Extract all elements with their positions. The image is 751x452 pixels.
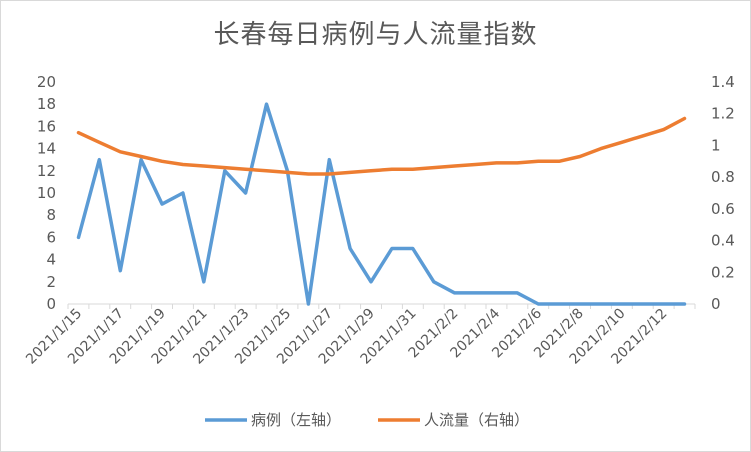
y-left-tick-label: 4	[46, 251, 56, 269]
y-left-tick-label: 8	[46, 206, 56, 224]
y-left-tick-label: 14	[37, 140, 56, 158]
y-right-tick-label: 0.4	[711, 232, 735, 250]
y-right-tick-label: 1.2	[711, 105, 735, 123]
series-line-cases	[76, 102, 687, 306]
y-right-tick-label: 1	[711, 136, 721, 154]
y-right-tick-label: 0	[711, 295, 721, 313]
y-left-tick-label: 18	[37, 95, 56, 113]
series-line-traffic	[76, 116, 687, 176]
y-left-tick-label: 16	[37, 117, 56, 135]
y-left-tick-label: 2	[46, 273, 56, 291]
chart-title: 长春每日病例与人流量指数	[213, 20, 538, 50]
legend-label-traffic: 人流量（右轴）	[424, 411, 529, 429]
y-right-tick-label: 0.2	[711, 263, 735, 281]
y-left-tick-label: 0	[46, 295, 56, 313]
y-right-tick-label: 1.4	[711, 73, 735, 91]
y-left-tick-label: 12	[37, 162, 56, 180]
y-left-tick-label: 6	[46, 228, 56, 246]
legend-label-cases: 病例（左轴）	[251, 411, 341, 429]
y-left-tick-label: 10	[37, 184, 56, 202]
y-left-tick-label: 20	[37, 73, 56, 91]
y-right-tick-label: 0.6	[711, 200, 735, 218]
y-right-tick-label: 0.8	[711, 168, 735, 186]
